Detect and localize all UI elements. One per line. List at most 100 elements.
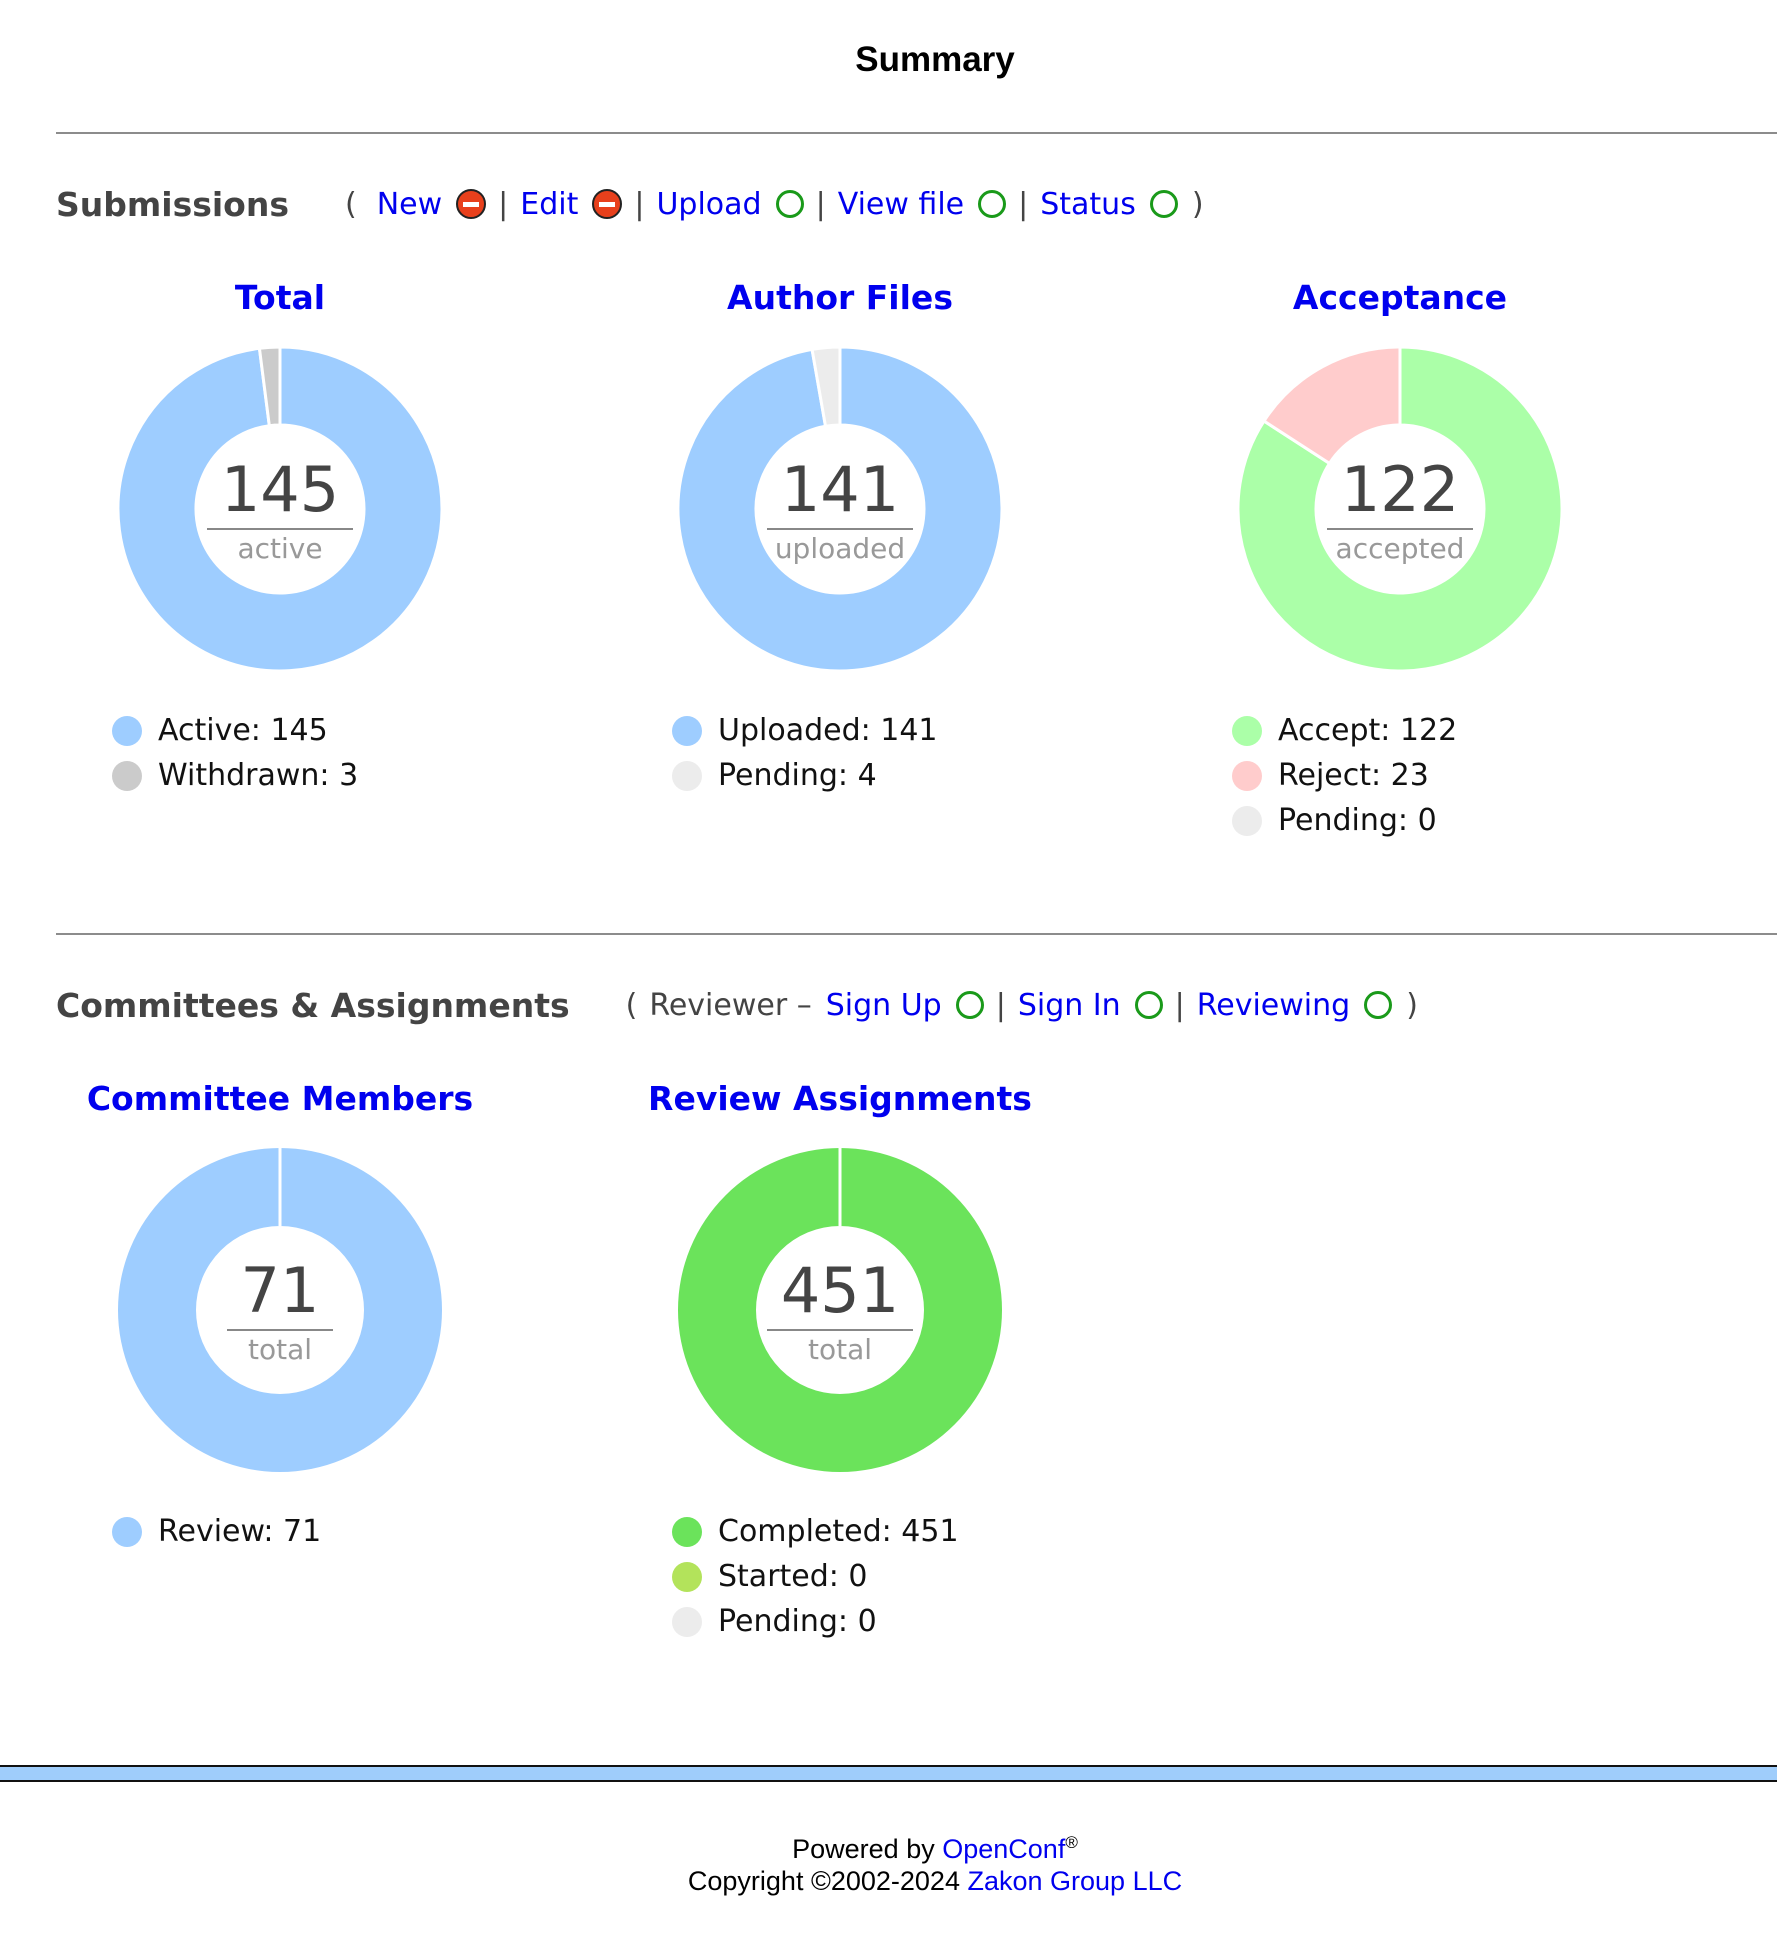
donut-total — [116, 345, 444, 673]
donut-slice-accept — [1236, 345, 1564, 673]
zakon-group-link[interactable]: Zakon Group LLC — [967, 1866, 1183, 1896]
donut-slice-uploaded — [676, 345, 1004, 673]
legend-item: Pending: 0 — [672, 1599, 959, 1644]
open-status-icon — [775, 190, 804, 218]
donut-review-assignments — [678, 1148, 1002, 1472]
powered-by-text: Powered by — [792, 1834, 935, 1864]
donut-slice-reject — [1261, 345, 1402, 466]
submissions-title: Submissions — [56, 184, 289, 224]
open-status-icon — [1364, 991, 1393, 1019]
openconf-link[interactable]: OpenConf — [942, 1834, 1066, 1864]
center-value: 122 — [1326, 453, 1474, 530]
legend-label: Accept: 122 — [1278, 713, 1458, 748]
center-label: total — [247, 1332, 313, 1366]
center-label: accepted — [1335, 531, 1465, 565]
legend-item: Reject: 23 — [1232, 753, 1457, 798]
paren-close: ) — [1191, 186, 1204, 222]
paren-close: ) — [1406, 987, 1418, 1023]
divider — [56, 933, 1777, 935]
donut-center: 145 active — [116, 345, 444, 673]
submissions-header: Submissions ( New | Edit | Upload | View… — [56, 182, 1204, 226]
footer-bar — [0, 1765, 1777, 1782]
powered-by-line: Powered by OpenConf® — [0, 1827, 1777, 1865]
donut-author-files — [676, 345, 1004, 673]
separator: | — [1174, 987, 1185, 1023]
legend-dot — [1232, 760, 1262, 791]
legend-dot — [112, 1516, 142, 1547]
chart-title-committee-members[interactable]: Committee Members — [86, 1079, 474, 1118]
separator: | — [498, 186, 509, 222]
edit-submission-link[interactable]: Edit — [520, 186, 579, 222]
donut-slice-pending — [810, 345, 842, 428]
legend-dot — [112, 715, 142, 746]
legend-item: Started: 0 — [672, 1554, 959, 1599]
legend-item: Withdrawn: 3 — [112, 753, 358, 798]
center-value: 71 — [226, 1254, 334, 1331]
legend-label: Started: 0 — [718, 1559, 868, 1594]
separator: | — [995, 987, 1006, 1023]
chart-title-author-files[interactable]: Author Files — [727, 278, 953, 317]
divider — [56, 132, 1777, 134]
committees-header: Committees & Assignments ( Reviewer – Si… — [56, 983, 1418, 1027]
page-title: Summary — [855, 40, 1015, 79]
legend-dot — [672, 1516, 702, 1547]
legend-label: Review: 71 — [158, 1514, 322, 1549]
committees-title: Committees & Assignments — [56, 985, 570, 1025]
legend: Accept: 122 Reject: 23 Pending: 0 — [1232, 708, 1457, 843]
separator: | — [1018, 186, 1029, 222]
legend: Active: 145 Withdrawn: 3 — [112, 708, 358, 798]
center-value: 141 — [766, 453, 914, 530]
center-label: active — [237, 531, 323, 565]
legend-dot — [112, 760, 142, 791]
chart-title-total[interactable]: Total — [234, 278, 326, 317]
registered-mark: ® — [1065, 1833, 1078, 1852]
upload-link[interactable]: Upload — [656, 186, 762, 222]
legend-dot — [1232, 715, 1262, 746]
legend: Review: 71 — [112, 1509, 321, 1554]
legend-dot — [672, 715, 702, 746]
open-status-icon — [955, 991, 984, 1019]
legend-label: Uploaded: 141 — [718, 713, 938, 748]
legend-label: Reject: 23 — [1278, 758, 1429, 793]
legend-label: Withdrawn: 3 — [158, 758, 359, 793]
chart-title-review-assignments[interactable]: Review Assignments — [648, 1079, 1032, 1118]
copyright-text: Copyright ©2002-2024 — [687, 1866, 960, 1896]
legend-item: Active: 145 — [112, 708, 358, 753]
closed-status-icon — [592, 189, 623, 219]
legend-label: Pending: 0 — [1278, 803, 1437, 838]
sign-in-link[interactable]: Sign In — [1017, 987, 1121, 1023]
center-label: total — [807, 1332, 873, 1366]
legend-dot — [672, 1561, 702, 1592]
center-value: 145 — [206, 453, 354, 530]
legend-item: Accept: 122 — [1232, 708, 1457, 753]
legend-label: Pending: 4 — [718, 758, 877, 793]
separator: | — [815, 186, 826, 222]
legend-label: Active: 145 — [158, 713, 328, 748]
legend: Completed: 451 Started: 0 Pending: 0 — [672, 1509, 959, 1644]
donut-center: 451 total — [676, 1146, 1004, 1474]
legend-label: Pending: 0 — [718, 1604, 877, 1639]
open-status-icon — [1149, 190, 1178, 218]
footer: Powered by OpenConf® Copyright ©2002-202… — [0, 1827, 1777, 1897]
legend-label: Completed: 451 — [718, 1514, 959, 1549]
donut-center: 122 accepted — [1236, 345, 1564, 673]
committees-actions: ( Reviewer – Sign Up | Sign In | Reviewi… — [626, 988, 1418, 1023]
open-status-icon — [1134, 991, 1163, 1019]
donut-slice-withdrawn — [257, 345, 282, 428]
donut-slice-review — [118, 1148, 442, 1472]
center-label: uploaded — [774, 531, 906, 565]
legend-dot — [672, 1606, 702, 1637]
sign-up-link[interactable]: Sign Up — [825, 987, 942, 1023]
submissions-actions: ( New | Edit | Upload | View file | Stat… — [345, 187, 1204, 222]
status-link[interactable]: Status — [1040, 186, 1136, 222]
new-submission-link[interactable]: New — [376, 186, 443, 222]
separator: | — [634, 186, 645, 222]
donut-committee-members — [118, 1148, 442, 1472]
legend-item: Pending: 4 — [672, 753, 938, 798]
chart-title-acceptance[interactable]: Acceptance — [1292, 278, 1508, 317]
legend-dot — [672, 760, 702, 791]
reviewing-link[interactable]: Reviewing — [1196, 987, 1351, 1023]
view-file-link[interactable]: View file — [837, 186, 965, 222]
donut-center: 71 total — [116, 1146, 444, 1474]
donut-acceptance — [1236, 345, 1564, 673]
